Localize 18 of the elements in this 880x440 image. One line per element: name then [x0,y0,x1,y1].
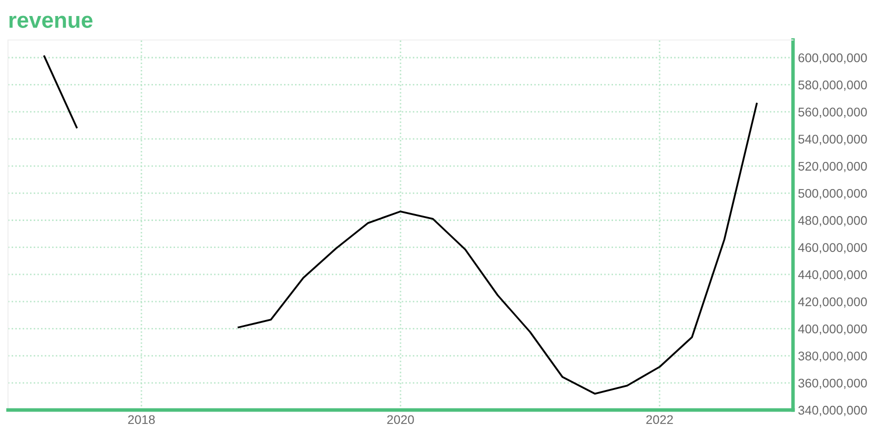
chart-title: revenue [9,16,92,28]
y-tick-label: 480,000,000 [798,216,867,226]
y-tick-label: 380,000,000 [798,352,867,362]
y-tick-label: 460,000,000 [798,243,867,254]
y-tick-label: 360,000,000 [798,378,867,390]
y-tick-label: 600,000,000 [798,53,867,64]
x-tick-label: 2020 [387,415,414,424]
y-tick-label: 440,000,000 [798,270,867,281]
y-tick-label: 580,000,000 [798,80,867,91]
x-tick-label: 2018 [128,415,155,424]
x-tick-label: 2022 [646,415,673,424]
y-tick-label: 340,000,000 [798,406,867,416]
y-tick-label: 540,000,000 [798,134,867,146]
y-tick-label: 500,000,000 [798,188,867,200]
y-tick-label: 420,000,000 [798,297,867,308]
y-tick-label: 400,000,000 [798,324,867,335]
y-tick-label: 560,000,000 [798,108,867,118]
y-tick-label: 520,000,000 [798,162,867,172]
